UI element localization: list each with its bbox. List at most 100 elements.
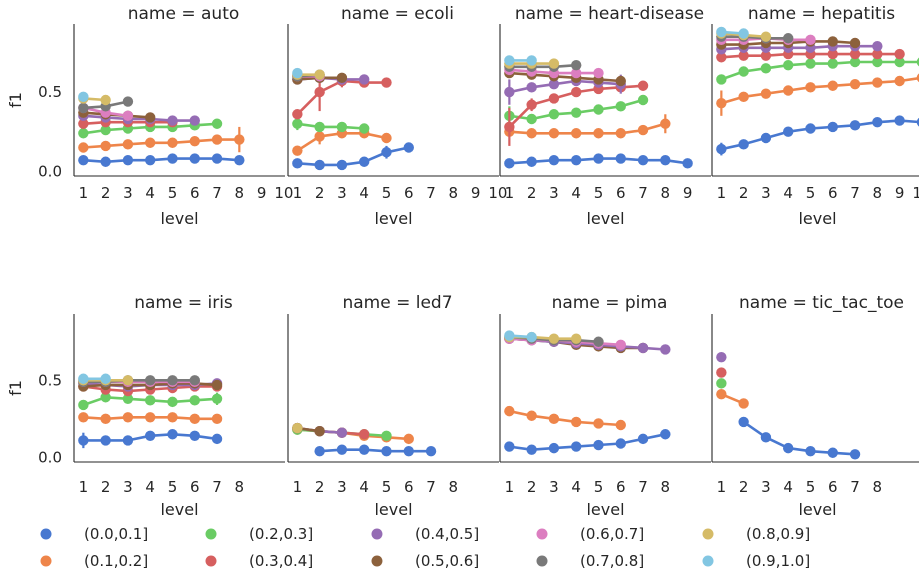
x-tick-label: 2 — [739, 478, 749, 496]
data-point — [167, 412, 178, 423]
data-point — [548, 442, 560, 454]
data-point — [849, 56, 861, 68]
data-point — [189, 395, 200, 406]
data-point — [872, 56, 883, 68]
legend-item: (0.0,0.1] — [40, 525, 148, 543]
data-point — [571, 416, 582, 428]
data-point — [827, 58, 838, 69]
data-point — [872, 77, 883, 88]
series-line — [720, 60, 919, 81]
data-point — [615, 128, 626, 139]
data-point — [359, 74, 370, 85]
data-point — [827, 36, 838, 47]
data-point — [78, 435, 89, 446]
data-point — [100, 156, 111, 167]
series-(0.1,0.2] — [504, 114, 671, 139]
series-line — [297, 146, 410, 167]
x-tick-label: 3 — [123, 478, 133, 496]
data-point — [783, 442, 794, 454]
data-point — [211, 153, 223, 164]
data-point — [292, 118, 303, 129]
x-tick-label: 9 — [257, 184, 267, 202]
data-point — [716, 367, 727, 378]
data-point — [100, 413, 111, 425]
x-tick-label: 6 — [404, 478, 414, 496]
x-tick-label: 1 — [717, 184, 727, 202]
series-(0.4,0.5] — [716, 351, 727, 363]
data-point — [381, 147, 392, 158]
data-point — [593, 104, 604, 115]
series-(0.9,1.0] — [292, 67, 303, 79]
data-point — [738, 50, 749, 61]
data-point — [359, 444, 370, 455]
data-point — [526, 128, 537, 139]
data-point — [894, 75, 905, 87]
y-tick-label: 0.0 — [38, 448, 62, 466]
data-point — [381, 430, 392, 441]
data-point — [548, 128, 560, 139]
data-point — [548, 58, 560, 69]
data-point — [78, 118, 89, 129]
facet-title: name = hepatitis — [748, 4, 895, 24]
x-tick-label: 7 — [850, 184, 860, 202]
data-point — [916, 57, 919, 67]
legend-item: (0.9,1.0] — [702, 552, 810, 570]
data-point — [571, 107, 582, 118]
data-point — [805, 123, 816, 134]
data-point — [593, 153, 604, 164]
x-tick-label: 2 — [101, 184, 111, 202]
data-point — [548, 78, 560, 90]
series-(0.1,0.2] — [78, 412, 223, 425]
data-point — [381, 132, 392, 144]
legend-marker — [536, 555, 548, 567]
facet-title: name = ecoli — [341, 4, 454, 24]
data-point — [100, 94, 111, 106]
facet-title: name = iris — [134, 293, 233, 313]
data-point — [504, 121, 515, 133]
x-axis-label: level — [798, 209, 836, 228]
series-(0.2,0.3] — [716, 56, 919, 85]
series-(0.0,0.1] — [716, 115, 919, 156]
series-(0.1,0.2] — [504, 405, 626, 431]
x-tick-label: 6 — [190, 184, 200, 202]
x-axis-label: level — [160, 209, 198, 228]
series-(0.3,0.4] — [716, 367, 727, 378]
x-tick-label: 2 — [315, 478, 325, 496]
data-point — [916, 117, 919, 127]
series-(0.2,0.3] — [292, 117, 370, 134]
data-point — [122, 96, 134, 107]
series-(0.1,0.2] — [716, 388, 749, 409]
data-point — [100, 392, 111, 403]
data-point — [359, 429, 370, 440]
data-point — [760, 50, 772, 61]
x-tick-label: 5 — [806, 478, 816, 496]
data-point — [122, 375, 134, 386]
data-point — [849, 78, 861, 90]
x-tick-label: 2 — [739, 184, 749, 202]
legend-item: (0.4,0.5] — [371, 525, 479, 543]
series-(0.2,0.3] — [78, 392, 223, 411]
legend-label: (0.0,0.1] — [84, 525, 148, 543]
data-point — [100, 435, 111, 446]
legend-label: (0.9,1.0] — [746, 552, 810, 570]
data-point — [145, 375, 156, 386]
x-tick-label: 6 — [404, 184, 414, 202]
legend-label: (0.3,0.4] — [249, 552, 313, 570]
data-point — [292, 145, 303, 156]
data-point — [292, 67, 303, 79]
data-point — [122, 154, 134, 166]
data-point — [571, 128, 582, 139]
data-point — [571, 59, 582, 71]
x-tick-label: 5 — [594, 478, 604, 496]
data-point — [615, 438, 626, 449]
data-point — [738, 28, 749, 39]
data-point — [827, 121, 838, 133]
data-point — [760, 132, 772, 144]
data-point — [805, 446, 816, 457]
data-point — [78, 412, 89, 423]
data-point — [615, 419, 626, 431]
x-tick-label: 6 — [616, 184, 626, 202]
x-tick-label: 6 — [616, 478, 626, 496]
